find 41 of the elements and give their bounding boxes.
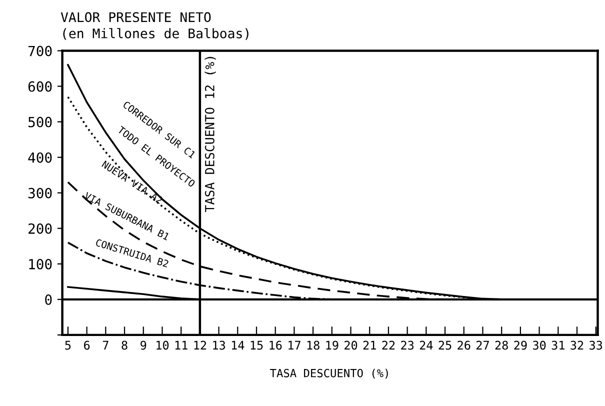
ref-line-label: TASA DESCUENTO 12 (%) [204,56,216,212]
y-tick-label: 200 [28,223,52,234]
x-tick-label: 5 [65,340,71,350]
x-tick-label: 19 [326,340,338,350]
x-tick-label: 29 [514,340,527,350]
x-tick-label: 8 [122,340,128,350]
x-tick-label: 21 [363,340,376,350]
x-tick-label: 33 [590,340,602,350]
x-tick-label: 17 [288,340,300,350]
y-tick-label: 100 [29,258,52,270]
x-tick-label: 14 [232,340,244,350]
x-tick-label: 7 [102,340,108,350]
x-tick-label: 30 [532,340,546,350]
x-tick-label: 23 [401,340,414,350]
x-tick-label: 9 [140,340,146,350]
x-tick-label: 11 [175,340,188,350]
x-tick-label: 22 [382,340,395,350]
x-tick-label: 13 [213,340,226,350]
x-axis-title: TASA DESCUENTO (%) [270,368,388,379]
x-tick-label: 15 [250,340,263,350]
x-tick-label: 6 [84,340,90,350]
x-tick-label: 28 [495,340,508,350]
x-tick-label: 27 [476,340,489,350]
chart-subtitle: (en Millones de Balboas) [63,28,248,40]
x-tick-label: 10 [156,340,169,350]
x-tick-label: 18 [307,340,320,350]
y-tick-label: 700 [28,46,52,56]
x-tick-label: 25 [438,340,452,350]
x-tick-label: 32 [570,340,584,350]
y-tick-label: 500 [28,116,52,128]
y-tick-label: 300 [28,188,52,198]
x-tick-label: 20 [344,340,358,350]
y-tick-label: 400 [28,152,52,163]
x-tick-label: 12 [194,340,206,350]
x-tick-label: 31 [552,340,564,350]
y-tick-label: 600 [28,81,52,92]
y-tick-label: 0 [45,294,52,305]
x-tick-label: 26 [458,340,470,350]
x-tick-label: 16 [270,340,282,350]
chart-title: VALOR PRESENTE NETO [60,12,211,22]
x-tick-label: 24 [420,340,433,350]
